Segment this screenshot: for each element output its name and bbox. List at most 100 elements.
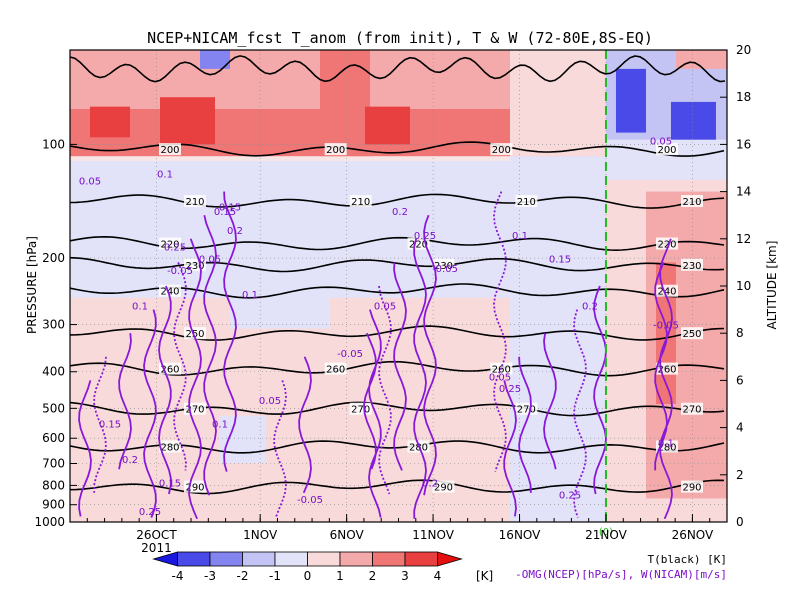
colorbar-tick-label: -1 bbox=[269, 569, 281, 583]
plot-content: 200 200 200 200 210 210 210 210 220 220 220 230 230 2… bbox=[70, 50, 727, 522]
temperature-contour-label: 270 bbox=[517, 405, 536, 416]
y-tick-label: 200 bbox=[42, 251, 65, 265]
temperature-label-bg bbox=[490, 143, 513, 156]
temperature-contour-label: 200 bbox=[657, 145, 676, 156]
w-contour-line bbox=[659, 238, 673, 520]
w-contour-label: 0.2 bbox=[422, 479, 438, 490]
w-contour-label: -0.05 bbox=[337, 349, 363, 360]
w-contour-label: 0.1 bbox=[157, 169, 173, 180]
w-contour-line bbox=[363, 332, 377, 470]
temperature-label-bg bbox=[349, 402, 372, 415]
y-tick-label: 2 bbox=[736, 468, 744, 482]
colorbar-tick-label: -3 bbox=[204, 569, 216, 583]
colorbar-tick-label: 2 bbox=[369, 569, 377, 583]
y-tick-label: 4 bbox=[736, 421, 744, 435]
anomaly-cell bbox=[700, 215, 727, 475]
y-tick-label: 500 bbox=[42, 401, 65, 415]
w-contour-line bbox=[518, 356, 532, 493]
colorbar-swatch bbox=[177, 551, 211, 567]
w-contour-line bbox=[493, 191, 507, 472]
colorbar: -4 -3 -2 -1 0 1 2 3 4 [K] bbox=[152, 551, 493, 583]
colorbar-swatch bbox=[274, 551, 308, 567]
temperature-contour-label: 290 bbox=[185, 483, 204, 494]
temperature-contour-label: 200 bbox=[492, 145, 511, 156]
w-contour-label: 0.1 bbox=[212, 420, 228, 431]
w-contour-label: 0.15 bbox=[99, 420, 121, 431]
w-contour-line bbox=[78, 380, 92, 517]
y-tick-label: 600 bbox=[42, 431, 65, 445]
temperature-contour-label: 280 bbox=[160, 442, 179, 453]
temperature-contour-line bbox=[70, 55, 726, 83]
temperature-contour-label: 200 bbox=[326, 145, 345, 156]
temperature-contour-label: 200 bbox=[160, 145, 179, 156]
temperature-contour-label: 220 bbox=[409, 240, 428, 251]
y-axis-pressure: 100 200 300 400 500 600 700 800 900 1000 bbox=[34, 137, 77, 529]
y-tick-label: 20 bbox=[736, 43, 751, 57]
temperature-contour-label: 250 bbox=[185, 329, 204, 340]
anomaly-cell bbox=[615, 68, 646, 133]
temperature-contour-line bbox=[70, 479, 725, 495]
temperature-label-bg bbox=[159, 237, 181, 250]
w-contour-label: 0.05 bbox=[650, 136, 672, 147]
w-contour-line bbox=[143, 309, 157, 518]
w-contour-label: 0.15 bbox=[549, 254, 571, 265]
temperature-contour-label: 210 bbox=[185, 197, 204, 208]
temperature-label-bg bbox=[159, 440, 181, 453]
y-tick-label: 700 bbox=[42, 457, 65, 471]
temperature-label-bg bbox=[681, 480, 703, 493]
temperature-label-bg bbox=[349, 195, 372, 208]
anomaly-cell bbox=[90, 106, 130, 138]
x-tick-label: 21NOV bbox=[585, 528, 627, 542]
temperature-label-bg bbox=[184, 327, 206, 340]
anomaly-cell bbox=[670, 101, 716, 140]
colorbar-unit: [K] bbox=[476, 569, 493, 583]
temperature-label-bg bbox=[656, 143, 678, 156]
colorbar-tick-label: 1 bbox=[336, 569, 344, 583]
w-contour-line bbox=[393, 262, 407, 471]
temperature-label-bg bbox=[656, 237, 678, 250]
w-contour-label: 0.2 bbox=[227, 226, 243, 237]
y-tick-label: 6 bbox=[736, 373, 744, 387]
y-tick-label: 12 bbox=[736, 232, 751, 246]
temperature-contour-label: 260 bbox=[326, 365, 345, 376]
w-contour-line bbox=[543, 333, 557, 470]
w-contour-label: 0.1 bbox=[132, 302, 148, 313]
w-contours: 0.05 0.1 0.15 0.2 0.25 -0.05 0.05 0.1 0.15 0.2 0.2… bbox=[78, 136, 679, 520]
temperature-contour-line bbox=[70, 193, 725, 209]
temperature-contour-label: 290 bbox=[682, 483, 701, 494]
w-contour-label: 0.1 bbox=[242, 290, 258, 301]
temperature-contour-label: 210 bbox=[517, 197, 536, 208]
w-contour-label: 0.25 bbox=[559, 490, 581, 501]
temperature-contour-label: 210 bbox=[682, 197, 701, 208]
anomaly-cell bbox=[320, 50, 370, 157]
w-contour-line bbox=[173, 262, 187, 471]
chart-title: NCEP+NICAM_fcst T_anom (from init), T & … bbox=[147, 29, 653, 47]
anomaly-cell bbox=[230, 274, 330, 329]
x-axis: 26OCT 1NOV 6NOV 11NOV 16NOV 21NOV 26NOV 2011 bbox=[69, 514, 728, 555]
w-contour-line bbox=[423, 214, 437, 496]
temperature-contour-label: 240 bbox=[160, 287, 179, 298]
temperature-label-bg bbox=[681, 258, 703, 271]
y-axis-label-pressure: PRESSURE [hPa] bbox=[25, 236, 39, 334]
temperature-contour-label: 220 bbox=[657, 240, 676, 251]
y-axis-label-altitude: ALTITUDE [km] bbox=[765, 241, 779, 330]
temperature-contour-label: 230 bbox=[185, 261, 204, 272]
anomaly-cell bbox=[365, 106, 410, 145]
temperature-contour-label: 270 bbox=[682, 405, 701, 416]
anomaly-cell bbox=[675, 50, 727, 69]
temperature-contour-label: 240 bbox=[657, 287, 676, 298]
legend-temperature: T(black) [K] bbox=[648, 553, 727, 566]
temperature-contour-label: 210 bbox=[351, 197, 370, 208]
w-contour-label: 0.25 bbox=[139, 507, 161, 518]
x-tick-label: 1NOV bbox=[243, 528, 278, 542]
y-tick-label: 1000 bbox=[34, 515, 65, 529]
w-contour-label: 0.05 bbox=[374, 302, 396, 313]
w-contour-label: 0.15 bbox=[159, 479, 181, 490]
colorbar-swatch bbox=[404, 551, 438, 567]
w-contour-line bbox=[503, 380, 517, 517]
w-contour-line bbox=[413, 238, 427, 519]
forecast-init-marker: (0) bbox=[599, 527, 613, 538]
w-contour-line bbox=[573, 309, 587, 518]
x-tick-label: 16NOV bbox=[499, 528, 541, 542]
temperature-label-bg bbox=[681, 195, 703, 208]
